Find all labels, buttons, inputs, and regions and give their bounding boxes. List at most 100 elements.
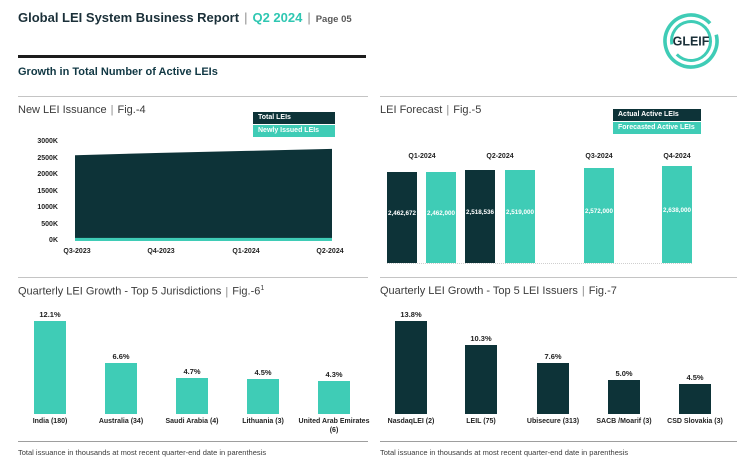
bar-column: 5.0% [591, 278, 657, 414]
bar-column: 10.3% [448, 278, 514, 414]
chart-title-fig6: Quarterly LEI Growth - Top 5 Jurisdictio… [18, 285, 264, 298]
panel-new-lei-issuance: New LEI Issuance | Fig.-4 Total LEIs Newly… [18, 96, 368, 277]
panel-lei-forecast: LEI Forecast | Fig.-5 Actual Active LEIs F… [380, 96, 737, 277]
bar-column: 4.7% [159, 278, 225, 414]
bar-value-label: 2,519,000 [505, 209, 534, 217]
area-total [75, 148, 332, 241]
fig6-footnote-marker: 1 [260, 285, 265, 292]
bar-forecast-q1: 2,462,000 [426, 172, 456, 263]
title-separator: | [581, 285, 585, 297]
footnote-rule [18, 441, 368, 442]
bar-pct-label: 13.8% [400, 310, 422, 319]
page-number: Page 05 [315, 14, 352, 25]
fig4-ytick: 500K [41, 221, 58, 228]
bar-value-label: 2,572,000 [584, 207, 613, 215]
fig4-number: Fig.-4 [117, 104, 146, 116]
footnote-text: Total issuance in thousands at most rece… [18, 448, 267, 457]
bar-pct-label: 6.6% [112, 352, 130, 361]
report-title-row: Global LEI System Business Report | Q2 202… [18, 10, 352, 25]
footnote-text: Total issuance in thousands at most rece… [380, 448, 629, 457]
fig4-xlabel: Q1-2024 [232, 248, 260, 255]
fig4-xlabel: Q2-2024 [316, 248, 344, 255]
bar-saudi-arabia [176, 378, 208, 414]
bar-leil [465, 345, 497, 414]
bar-nasdaqlei [395, 321, 427, 414]
fig5-number: Fig.-5 [453, 104, 482, 116]
bar-value-label: 2,462,000 [426, 210, 455, 218]
bar-actual-q1: 2,462,672 [387, 172, 417, 263]
category-label: LEIL (75) [466, 418, 496, 425]
bar-sacb-moarif [608, 380, 640, 414]
fig5-quarter-label: Q3-2024 [585, 153, 613, 160]
fig7-title-text: Quarterly LEI Growth - Top 5 LEI Issuers [380, 285, 578, 297]
footnote-rule [380, 441, 737, 442]
fig5-legend: Actual Active LEIs Forecasted Active LEI… [613, 109, 701, 135]
bar-column: 4.5% [662, 278, 728, 414]
bar-pct-label: 4.5% [254, 368, 272, 377]
fig6-title-text: Quarterly LEI Growth - Top 5 Jurisdictio… [18, 285, 222, 298]
fig4-ytick: 1500K [37, 188, 58, 195]
report-title: Global LEI System Business Report [18, 10, 240, 25]
bar-column: 12.1% [17, 278, 83, 414]
fig6-number: Fig.-6 [232, 285, 261, 298]
bar-ubisecure [537, 363, 569, 414]
bar-pct-label: 5.0% [615, 369, 633, 378]
bar-csd-slovakia [679, 384, 711, 414]
panel-top5-jurisdictions: Quarterly LEI Growth - Top 5 Jurisdictio… [17, 277, 370, 467]
bar-forecast-q4: 2,638,000 [662, 166, 692, 263]
title-separator: | [307, 10, 311, 25]
fig4-xlabel: Q4-2023 [147, 248, 175, 255]
header-rule [18, 55, 366, 58]
category-label: Australia (34) [98, 418, 144, 425]
category-label: Ubisecure (313) [526, 418, 580, 425]
fig4-legend: Total LEIs Newly Issued LEIs [253, 112, 335, 138]
fig4-title-text: New LEI Issuance [18, 104, 107, 116]
area-newly [75, 237, 332, 241]
chart-title-fig5: LEI Forecast | Fig.-5 [380, 104, 481, 116]
bar-column: 13.8% [378, 278, 444, 414]
legend-newly-issued-leis: Newly Issued LEIs [253, 125, 335, 137]
fig5-quarter-label: Q4-2024 [663, 153, 691, 160]
fig7-number: Fig.-7 [588, 285, 617, 297]
bar-column: 4.3% [301, 278, 367, 414]
chart-title-fig4: New LEI Issuance | Fig.-4 [18, 104, 146, 116]
title-separator: | [110, 104, 114, 116]
gleif-logo: GLEIF [663, 13, 719, 69]
fig4-ytick: 2000K [37, 171, 58, 178]
category-label: NasdaqLEI (2) [387, 418, 435, 425]
fig5-quarter-label: Q2-2024 [486, 153, 514, 160]
bar-pct-label: 4.5% [686, 373, 704, 382]
fig4-ytick: 2500K [37, 155, 58, 162]
report-period: Q2 2024 [252, 10, 303, 25]
panel-top5-lei-issuers: Quarterly LEI Growth - Top 5 LEI Issuers… [380, 277, 737, 467]
fig4-ytick: 1000K [37, 204, 58, 211]
legend-forecasted-active-leis: Forecasted Active LEIs [613, 122, 701, 134]
bar-column: 7.6% [520, 278, 586, 414]
fig5-quarter-label: Q1-2024 [408, 153, 436, 160]
bar-pct-label: 7.6% [544, 352, 562, 361]
title-separator: | [446, 104, 450, 116]
bar-lithuania [247, 379, 279, 414]
bar-column: 6.6% [88, 278, 154, 414]
category-label: CSD Slovakia (3) [667, 418, 723, 425]
bar-pct-label: 4.3% [325, 370, 343, 379]
fig4-ytick: 3000K [37, 138, 58, 145]
section-heading: Growth in Total Number of Active LEIs [18, 66, 218, 78]
bar-pct-label: 12.1% [39, 310, 61, 319]
title-separator: | [225, 285, 229, 298]
bar-actual-q2: 2,518,536 [465, 170, 495, 263]
bar-column: 4.5% [230, 278, 296, 414]
title-separator: | [244, 10, 248, 25]
legend-actual-active-leis: Actual Active LEIs [613, 109, 701, 121]
category-label: Saudi Arabia (4) [165, 418, 219, 425]
bar-pct-label: 4.7% [183, 367, 201, 376]
bar-value-label: 2,518,536 [465, 209, 494, 217]
category-label: United Arab Emirates (6) [298, 418, 370, 434]
bar-value-label: 2,462,672 [387, 210, 416, 218]
category-label: SACB /Moarif (3) [596, 418, 652, 425]
bar-forecast-q3: 2,572,000 [584, 168, 614, 263]
category-label: Lithuania (3) [242, 418, 284, 425]
chart-title-fig7: Quarterly LEI Growth - Top 5 LEI Issuers… [380, 285, 617, 297]
bar-uae [318, 381, 350, 414]
